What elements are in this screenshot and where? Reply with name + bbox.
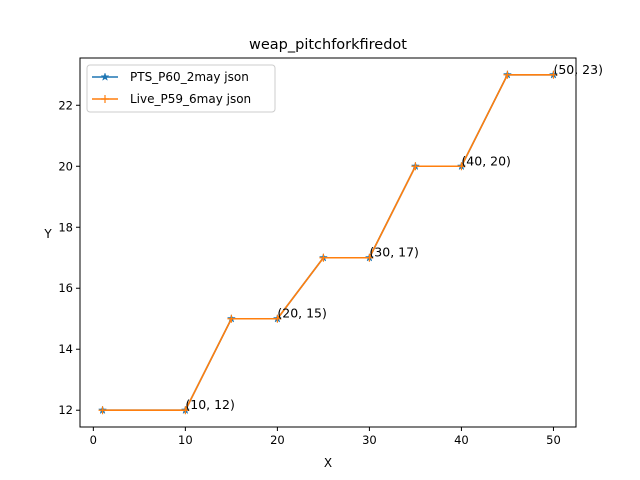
plus-marker bbox=[411, 162, 420, 171]
plus-marker bbox=[549, 70, 558, 79]
plus-marker bbox=[101, 95, 109, 103]
y-tick-label: 12 bbox=[58, 403, 73, 417]
y-tick-label: 16 bbox=[58, 281, 73, 295]
point-annotation: (30, 17) bbox=[369, 245, 419, 260]
x-tick-label: 50 bbox=[546, 433, 561, 447]
x-axis: 0 10 20 30 40 50 bbox=[90, 427, 561, 447]
plus-marker bbox=[457, 162, 466, 171]
legend: PTS_P60_2may json Live_P59_6may json bbox=[86, 64, 276, 113]
y-axis: 12 14 16 18 20 22 bbox=[58, 98, 80, 417]
point-annotation: (10, 12) bbox=[185, 397, 235, 412]
axes-frame bbox=[79, 57, 577, 428]
y-tick-label: 20 bbox=[58, 159, 73, 173]
plus-marker bbox=[365, 253, 374, 262]
x-axis-label: X bbox=[324, 456, 332, 470]
x-tick-label: 30 bbox=[362, 433, 377, 447]
plus-marker bbox=[319, 253, 328, 262]
point-annotation: (20, 15) bbox=[277, 306, 327, 321]
plot-area bbox=[98, 70, 558, 415]
legend-label-1: PTS_P60_2may json bbox=[130, 70, 249, 84]
plus-marker bbox=[98, 406, 107, 415]
x-tick-label: 10 bbox=[178, 433, 193, 447]
y-tick-label: 18 bbox=[58, 220, 73, 234]
y-tick-label: 22 bbox=[58, 98, 73, 112]
star-marker bbox=[100, 72, 110, 81]
plus-marker bbox=[227, 314, 236, 323]
plus-marker bbox=[273, 314, 282, 323]
x-tick-label: 0 bbox=[90, 433, 97, 447]
series-line-1 bbox=[102, 73, 554, 412]
point-annotation: (40, 20) bbox=[461, 153, 511, 168]
plus-marker bbox=[503, 70, 512, 79]
legend-label-2: Live_P59_6may json bbox=[130, 92, 251, 106]
y-axis-label: Y bbox=[43, 227, 52, 241]
point-annotation: (50, 23) bbox=[553, 62, 603, 77]
annotations: (10, 12) (20, 15) (30, 17) (40, 20) (50, 23) bbox=[185, 62, 603, 412]
y-tick-label: 14 bbox=[58, 342, 73, 356]
plus-marker bbox=[181, 406, 190, 415]
chart-title: weap_pitchforkfiredot bbox=[249, 37, 407, 53]
legend-box bbox=[86, 64, 276, 113]
x-tick-label: 40 bbox=[454, 433, 469, 447]
series-line-2 bbox=[102, 73, 554, 412]
x-tick-label: 20 bbox=[270, 433, 285, 447]
